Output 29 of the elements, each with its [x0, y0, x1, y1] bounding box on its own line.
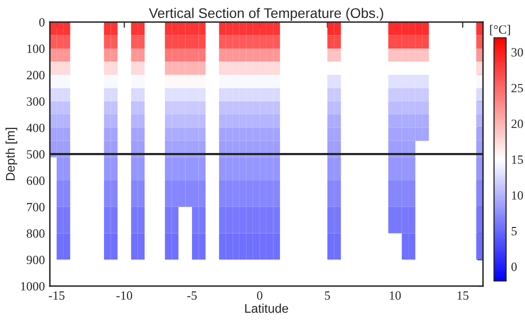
color-bar-label: 15 [512, 155, 523, 164]
x-tick-label: 0 [257, 291, 262, 300]
y-tick-label: 300 [26, 97, 45, 106]
y-tick-label: 500 [26, 150, 45, 159]
color-bar-label: 25 [512, 84, 523, 92]
y-tick-label: 700 [27, 202, 45, 212]
color-bar-label: 0 [511, 262, 517, 272]
x-tick-label: -5 [187, 291, 197, 300]
y-tick-label: 200 [26, 70, 45, 80]
x-axis-title: Latitude [245, 304, 288, 313]
y-tick-label: 400 [26, 124, 45, 132]
y-tick-label: 0 [39, 18, 45, 27]
color-bar-label: 5 [512, 227, 517, 236]
x-tick-label: -15 [48, 291, 64, 300]
y-axis-title: Depth [m] [6, 128, 18, 180]
color-bar-label: 30 [512, 48, 523, 57]
color-bar-title: [°C] [490, 24, 510, 36]
y-tick-label: 800 [26, 229, 45, 238]
y-tick-label: 100 [27, 44, 45, 53]
x-tick-label: 15 [458, 291, 468, 300]
chart-title: Vertical Section of Temperature (Obs.) [148, 8, 384, 21]
y-tick-label: 1000 [21, 282, 45, 291]
x-tick-label: -10 [116, 291, 132, 300]
y-tick-label: 900 [26, 256, 45, 264]
x-tick-label: 10 [390, 291, 401, 300]
color-bar-label: 10 [512, 191, 523, 200]
x-tick-label: 5 [324, 291, 330, 300]
color-bar-label: 20 [512, 120, 523, 128]
y-tick-label: 600 [26, 176, 45, 185]
